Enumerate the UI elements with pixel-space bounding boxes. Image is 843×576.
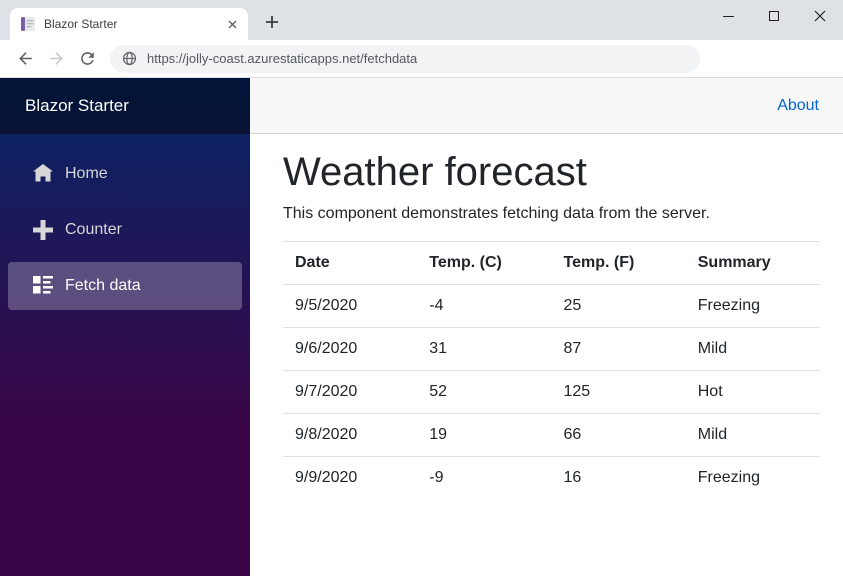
cell-date: 9/9/2020 — [283, 456, 418, 499]
app-root: Blazor Starter Home Counter — [0, 78, 843, 576]
back-button[interactable] — [13, 47, 37, 71]
cell-temp-c: 19 — [417, 413, 552, 457]
cell-summary: Freezing — [685, 284, 820, 328]
sidebar-item-home[interactable]: Home — [8, 150, 242, 198]
cell-temp-f: 16 — [551, 456, 686, 499]
main-panel: About Weather forecast This component de… — [250, 78, 843, 576]
address-bar[interactable]: https://jolly-coast.azurestaticapps.net/… — [110, 44, 700, 73]
col-header-temp-f: Temp. (F) — [551, 241, 686, 285]
globe-icon — [122, 51, 137, 66]
cell-date: 9/6/2020 — [283, 327, 418, 371]
minimize-icon — [722, 15, 734, 17]
maximize-icon — [769, 11, 779, 21]
page-title: Weather forecast — [283, 150, 587, 194]
blazor-page-icon — [21, 17, 35, 31]
close-icon — [814, 10, 826, 22]
sidebar-nav: Home Counter F — [0, 134, 250, 310]
plus-icon — [266, 16, 278, 28]
page-content: Weather forecast This component demonstr… — [250, 134, 843, 499]
app-brand: Blazor Starter — [0, 78, 250, 134]
cell-temp-f: 66 — [551, 413, 686, 457]
window-close-button[interactable] — [797, 0, 843, 32]
tab-close-button[interactable] — [224, 16, 240, 32]
page-description: This component demonstrates fetching dat… — [283, 205, 710, 222]
sidebar-item-label: Fetch data — [65, 277, 141, 294]
table-row: 9/9/2020 -9 16 Freezing — [283, 456, 820, 499]
cell-date: 9/5/2020 — [283, 284, 418, 328]
cell-summary: Mild — [685, 413, 820, 457]
table-row: 9/5/2020 -4 25 Freezing — [283, 284, 820, 328]
plus-icon — [33, 220, 53, 240]
browser-toolbar: https://jolly-coast.azurestaticapps.net/… — [0, 40, 843, 78]
sidebar-item-label: Home — [65, 165, 108, 182]
col-header-date: Date — [283, 241, 418, 285]
cell-date: 9/7/2020 — [283, 370, 418, 414]
cell-date: 9/8/2020 — [283, 413, 418, 457]
new-tab-button[interactable] — [258, 8, 286, 36]
reload-button[interactable] — [75, 47, 99, 71]
window-minimize-button[interactable] — [705, 0, 751, 32]
cell-temp-c: -4 — [417, 284, 552, 328]
url-text: https://jolly-coast.azurestaticapps.net/… — [147, 51, 418, 66]
sidebar-item-fetch-data[interactable]: Fetch data — [8, 262, 242, 310]
browser-tab[interactable]: Blazor Starter — [10, 8, 248, 40]
cell-summary: Mild — [685, 327, 820, 371]
tab-strip: Blazor Starter — [0, 0, 843, 40]
col-header-summary: Summary — [685, 241, 820, 285]
col-header-temp-c: Temp. (C) — [417, 241, 552, 285]
reload-icon — [80, 52, 94, 65]
window-maximize-button[interactable] — [751, 0, 797, 32]
cell-summary: Freezing — [685, 456, 820, 499]
table-row: 9/6/2020 31 87 Mild — [283, 327, 820, 371]
cell-temp-f: 25 — [551, 284, 686, 328]
table-header-row: Date Temp. (C) Temp. (F) Summary — [283, 241, 820, 285]
table-row: 9/7/2020 52 125 Hot — [283, 370, 820, 414]
cell-temp-c: 31 — [417, 327, 552, 371]
sidebar-item-label: Counter — [65, 221, 122, 238]
table-row: 9/8/2020 19 66 Mild — [283, 413, 820, 457]
sidebar-item-counter[interactable]: Counter — [8, 206, 242, 254]
cell-temp-f: 125 — [551, 370, 686, 414]
cell-temp-f: 87 — [551, 327, 686, 371]
window-controls — [705, 0, 843, 32]
tab-title: Blazor Starter — [44, 17, 118, 31]
x-icon — [228, 20, 236, 28]
top-row: About — [250, 78, 843, 134]
back-arrow-icon — [18, 52, 32, 65]
about-link[interactable]: About — [777, 96, 819, 114]
list-rich-icon — [33, 276, 53, 296]
home-icon — [33, 164, 53, 184]
forward-arrow-icon — [49, 52, 63, 65]
sidebar: Blazor Starter Home Counter — [0, 78, 250, 576]
weather-table: Date Temp. (C) Temp. (F) Summary 9/5/202… — [283, 241, 820, 499]
cell-temp-c: 52 — [417, 370, 552, 414]
forward-button[interactable] — [44, 47, 68, 71]
cell-temp-c: -9 — [417, 456, 552, 499]
cell-summary: Hot — [685, 370, 820, 414]
